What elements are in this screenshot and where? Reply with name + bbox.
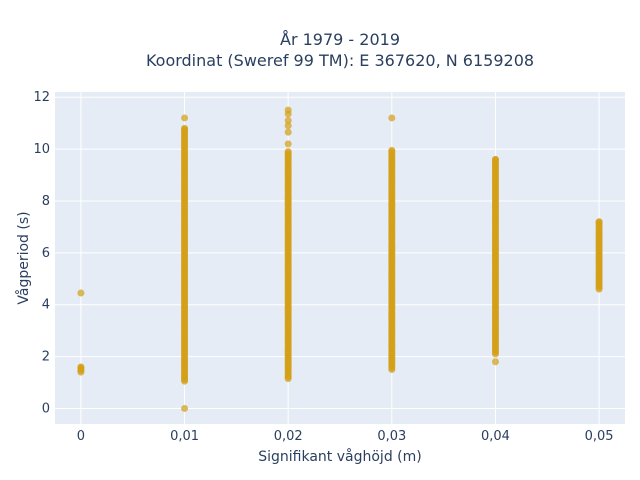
- y-tick-label: 2: [42, 350, 50, 365]
- data-point: [284, 117, 292, 125]
- data-point: [181, 404, 189, 412]
- y-tick-label: 8: [42, 194, 50, 209]
- data-point: [595, 218, 603, 226]
- y-axis-title: Vågperiod (s): [15, 211, 32, 304]
- y-tick-label: 10: [33, 142, 50, 157]
- data-point: [77, 289, 85, 297]
- plot-area: [55, 92, 625, 424]
- data-point: [181, 114, 189, 122]
- x-tick-label: 0,05: [585, 429, 614, 444]
- x-tick-label: 0,01: [170, 429, 199, 444]
- x-tick-labels: 0 0,01 0,02 0,03 0,04 0,05: [77, 429, 614, 444]
- y-tick-label: 12: [33, 90, 50, 105]
- y-tick-label: 4: [42, 298, 50, 313]
- data-point: [284, 140, 292, 148]
- y-tick-labels: 0 2 4 6 8 10 12: [33, 90, 50, 416]
- data-point: [284, 122, 292, 130]
- x-tick-label: 0: [77, 429, 85, 444]
- data-point: [491, 155, 499, 163]
- x-tick-label: 0,04: [481, 429, 510, 444]
- x-tick-label: 0,02: [274, 429, 303, 444]
- y-tick-label: 0: [42, 401, 50, 416]
- data-point: [284, 106, 292, 114]
- data-point: [388, 114, 396, 122]
- x-tick-label: 0,03: [377, 429, 406, 444]
- data-points: [77, 106, 603, 412]
- data-point: [284, 148, 292, 156]
- data-point: [284, 128, 292, 136]
- data-point: [388, 146, 396, 154]
- x-axis-title: Signifikant våghöjd (m): [258, 448, 421, 465]
- data-point: [77, 363, 85, 371]
- data-point: [181, 124, 189, 132]
- y-tick-label: 6: [42, 246, 50, 261]
- data-point: [491, 358, 499, 366]
- chart-title-line-1: År 1979 - 2019: [280, 30, 400, 49]
- chart-title-line-2: Koordinat (Sweref 99 TM): E 367620, N 61…: [146, 51, 534, 70]
